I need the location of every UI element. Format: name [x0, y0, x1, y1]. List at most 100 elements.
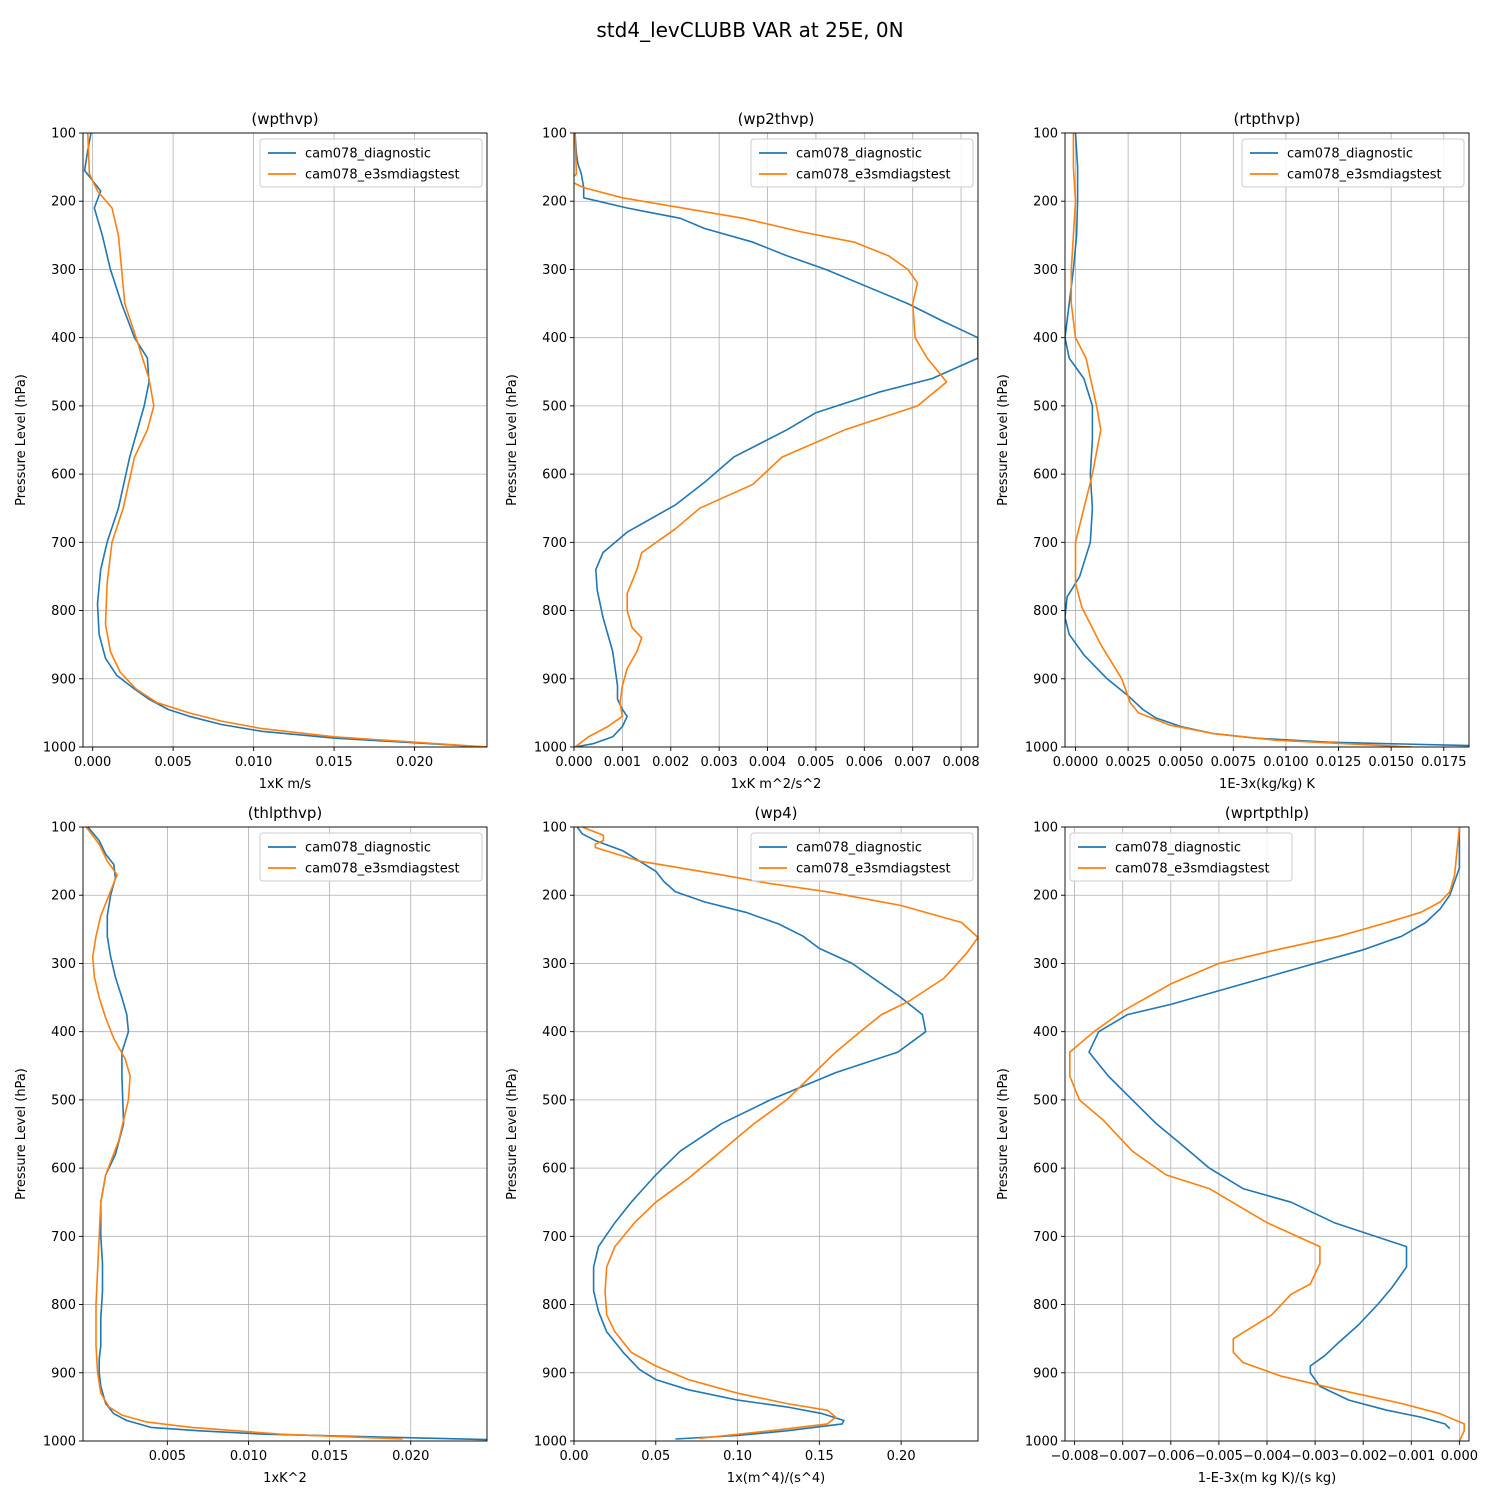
y-tick-label: 400: [51, 1025, 76, 1040]
y-tick-label: 1000: [1025, 741, 1058, 756]
y-tick-label: 100: [542, 821, 567, 836]
x-tick-label: −0.008: [1051, 1449, 1099, 1464]
y-tick-label: 300: [1033, 263, 1058, 278]
x-axis-label: 1E-3x(kg/kg) K: [1219, 777, 1315, 792]
y-tick-label: 900: [542, 1366, 567, 1381]
y-tick-label: 100: [1033, 127, 1058, 142]
y-tick-label: 400: [1033, 1025, 1058, 1040]
x-tick-label: 0.15: [805, 1449, 834, 1464]
y-axis-label: Pressure Level (hPa): [14, 374, 29, 506]
y-axis-label: Pressure Level (hPa): [996, 1068, 1011, 1200]
x-tick-label: 0.0100: [1263, 755, 1309, 770]
y-tick-label: 600: [51, 1162, 76, 1177]
legend-label: cam078_e3smdiagstest: [1115, 862, 1270, 877]
y-tick-label: 700: [1033, 1230, 1058, 1245]
subplot-5: 0.00 0.05 0.10 0.15 0.20 100 200 300 400 500 600 70…: [505, 804, 979, 1486]
subplot-3: 0.0000 0.0025 0.0050 0.0075 0.0100 0.0125 0.01…: [996, 110, 1470, 792]
y-tick-label: 900: [51, 1366, 76, 1381]
y-tick-label: 800: [542, 1298, 567, 1313]
x-tick-label: 0.0025: [1105, 755, 1151, 770]
series-line-1: [83, 133, 487, 747]
y-tick-label: 100: [1033, 821, 1058, 836]
y-tick-label: 900: [1033, 672, 1058, 687]
series-line-2: [574, 133, 948, 747]
y-tick-label: 500: [542, 399, 567, 414]
y-tick-label: 1000: [534, 741, 567, 756]
subplot-4: 0.005 0.010 0.015 0.020 100 200 300 400 500 600 70…: [14, 804, 488, 1486]
y-tick-label: 100: [51, 821, 76, 836]
legend-label: cam078_diagnostic: [1287, 147, 1413, 162]
y-tick-label: 900: [1033, 1366, 1058, 1381]
series-line-2: [581, 827, 978, 1440]
legend-label: cam078_diagnostic: [305, 147, 431, 162]
y-tick-label: 900: [51, 672, 76, 687]
y-tick-label: 800: [51, 1298, 76, 1313]
y-tick-label: 300: [542, 957, 567, 972]
legend-label: cam078_e3smdiagstest: [1287, 168, 1442, 183]
y-tick-label: 100: [542, 127, 567, 142]
legend-label: cam078_e3smdiagstest: [796, 862, 951, 877]
plot-frame: [82, 826, 488, 1442]
series-line-2: [1069, 827, 1465, 1441]
x-tick-label: −0.004: [1243, 1449, 1291, 1464]
x-tick-label: −0.003: [1291, 1449, 1339, 1464]
x-tick-label: 0.0175: [1421, 755, 1467, 770]
y-tick-label: 200: [542, 195, 567, 210]
y-axis-label: Pressure Level (hPa): [505, 1068, 520, 1200]
legend: cam078_diagnostic cam078_e3smdiagstest: [1241, 138, 1465, 188]
y-tick-label: 300: [1033, 957, 1058, 972]
y-axis-label: Pressure Level (hPa): [996, 374, 1011, 506]
x-axis-label: 1xK m/s: [259, 777, 312, 792]
subplot-title: (rtpthvp): [1233, 110, 1300, 128]
x-tick-label: 0.0050: [1158, 755, 1204, 770]
y-tick-label: 1000: [534, 1435, 567, 1450]
y-tick-label: 600: [542, 1162, 567, 1177]
x-tick-label: 0.000: [74, 755, 111, 770]
x-tick-label: 0.0150: [1368, 755, 1414, 770]
subplot-6: −0.008 −0.007 −0.006 −0.005 −0.004 −0.003 −0.0…: [996, 804, 1478, 1486]
x-axis-label: 1-E-3x(m kg K)/(s kg): [1198, 1471, 1336, 1486]
plot-frame: [82, 132, 488, 748]
x-tick-label: 0.20: [887, 1449, 916, 1464]
x-tick-label: 0.000: [1441, 1449, 1478, 1464]
legend: cam078_diagnostic cam078_e3smdiagstest: [259, 138, 483, 188]
legend-box: [1241, 138, 1465, 188]
x-tick-label: 0.000: [555, 755, 592, 770]
y-tick-label: 700: [542, 536, 567, 551]
series-line-2: [87, 133, 487, 747]
grid: [573, 826, 978, 1442]
plot-frame: [1064, 132, 1470, 748]
y-tick-label: 400: [51, 331, 76, 346]
x-tick-label: −0.007: [1099, 1449, 1147, 1464]
subplot-title: (wp2thvp): [738, 110, 815, 128]
x-tick-label: −0.005: [1195, 1449, 1243, 1464]
x-tick-label: 0.005: [797, 755, 834, 770]
x-tick-label: 0.002: [652, 755, 689, 770]
legend-label: cam078_diagnostic: [796, 841, 922, 856]
x-tick-label: 0.005: [149, 1449, 186, 1464]
x-tick-label: 0.0075: [1211, 755, 1257, 770]
y-tick-label: 200: [1033, 889, 1058, 904]
y-tick-label: 500: [51, 399, 76, 414]
y-tick-label: 700: [1033, 536, 1058, 551]
y-tick-label: 300: [542, 263, 567, 278]
legend-label: cam078_e3smdiagstest: [305, 168, 460, 183]
x-tick-label: 0.005: [155, 755, 192, 770]
subplot-title: (wp4): [754, 804, 797, 822]
y-tick-label: 300: [51, 957, 76, 972]
legend-box: [259, 832, 483, 882]
x-tick-label: −0.001: [1387, 1449, 1435, 1464]
y-tick-label: 200: [51, 889, 76, 904]
legend-label: cam078_e3smdiagstest: [796, 168, 951, 183]
y-tick-label: 400: [542, 1025, 567, 1040]
y-tick-label: 300: [51, 263, 76, 278]
y-tick-label: 1000: [1025, 1435, 1058, 1450]
y-tick-label: 800: [1033, 604, 1058, 619]
series-line-1: [1088, 827, 1461, 1430]
legend-box: [1069, 832, 1293, 882]
legend-box: [750, 832, 974, 882]
x-axis-label: 1xK m^2/s^2: [731, 777, 822, 792]
figure-title: std4_levCLUBB VAR at 25E, 0N: [596, 18, 903, 42]
subplot-title: (wprtpthlp): [1225, 804, 1309, 822]
